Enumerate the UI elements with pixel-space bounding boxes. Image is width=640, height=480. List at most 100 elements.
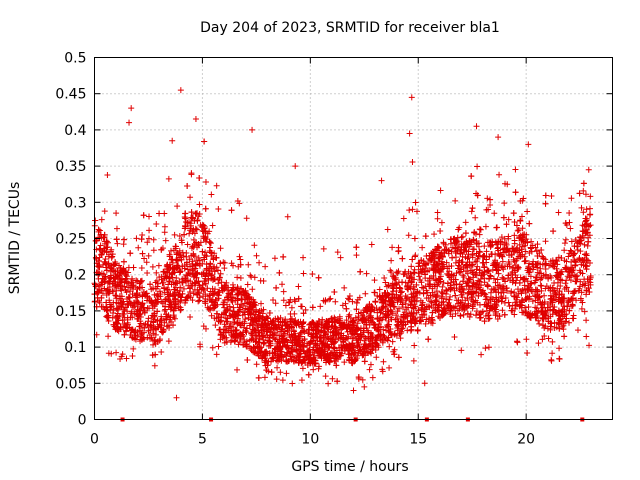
data-point [505, 259, 512, 266]
data-point [556, 356, 563, 363]
data-point [376, 286, 383, 293]
data-point [558, 268, 565, 275]
data-point [379, 336, 386, 343]
data-point [354, 330, 361, 337]
data-point [117, 265, 124, 272]
data-point [202, 179, 209, 186]
data-point [140, 289, 147, 296]
data-point [364, 305, 371, 312]
data-point [408, 263, 415, 270]
data-point [429, 316, 436, 323]
data-point [169, 137, 176, 144]
data-point [236, 253, 243, 260]
data-point [527, 244, 534, 251]
data-point [505, 233, 512, 240]
data-point [291, 310, 298, 317]
data-point [328, 341, 335, 348]
data-point [534, 241, 541, 248]
data-point [569, 290, 576, 297]
data-point [176, 247, 183, 254]
data-point [409, 206, 416, 213]
data-point [207, 240, 214, 247]
data-point [155, 293, 162, 300]
data-point [139, 300, 146, 307]
data-point [304, 342, 311, 349]
data-point [269, 355, 276, 362]
data-point [505, 272, 512, 279]
data-point [494, 282, 501, 289]
data-point [385, 334, 392, 341]
data-point [147, 281, 154, 288]
data-point [542, 308, 549, 315]
data-point [276, 339, 283, 346]
data-point [251, 242, 258, 249]
data-point [304, 362, 311, 369]
y-tick-label: 0.05 [55, 376, 86, 392]
data-point [373, 354, 380, 361]
data-point [532, 277, 539, 284]
data-point [230, 308, 237, 315]
data-point [566, 307, 573, 314]
data-point [270, 296, 277, 303]
data-point [119, 317, 126, 324]
data-point [420, 308, 427, 315]
data-point [565, 253, 572, 260]
data-point [576, 267, 583, 274]
data-point [545, 318, 552, 325]
data-point [340, 339, 347, 346]
data-point [234, 291, 241, 298]
data-point [566, 209, 573, 216]
data-point [190, 250, 197, 257]
data-point [433, 298, 440, 305]
data-point [555, 209, 562, 216]
data-point [567, 250, 574, 257]
data-point [134, 298, 141, 305]
data-point [478, 290, 485, 297]
data-point [369, 315, 376, 322]
data-point [230, 262, 237, 269]
data-point [243, 215, 250, 222]
data-point [195, 254, 202, 261]
data-point [580, 209, 587, 216]
data-point [190, 274, 197, 281]
data-point [107, 248, 114, 255]
data-point [160, 279, 167, 286]
data-point [215, 276, 222, 283]
data-point [366, 348, 373, 355]
data-point [134, 306, 141, 313]
data-point [387, 314, 394, 321]
data-point [271, 349, 278, 356]
data-point [536, 294, 543, 301]
data-point [173, 264, 180, 271]
data-point [496, 313, 503, 320]
data-point [505, 216, 512, 223]
data-point [571, 243, 578, 250]
data-point [476, 301, 483, 308]
data-point [515, 226, 522, 233]
data-point [257, 312, 264, 319]
data-point [332, 353, 339, 360]
data-point [430, 266, 437, 273]
data-point [114, 326, 121, 333]
data-point [516, 235, 523, 242]
data-point [193, 210, 200, 217]
data-point [192, 262, 199, 269]
data-point [484, 282, 491, 289]
data-point [417, 317, 424, 324]
data-point [486, 253, 493, 260]
data-point [251, 314, 258, 321]
data-point [568, 295, 575, 302]
data-point [435, 302, 442, 309]
data-point [220, 310, 227, 317]
data-point [451, 333, 458, 340]
data-point [542, 238, 549, 245]
data-point [180, 285, 187, 292]
data-point [553, 272, 560, 279]
data-point [158, 349, 165, 356]
data-point [237, 285, 244, 292]
data-point [169, 274, 176, 281]
data-point [164, 263, 171, 270]
data-point [563, 277, 570, 284]
data-point [300, 327, 307, 334]
data-point [470, 298, 477, 305]
